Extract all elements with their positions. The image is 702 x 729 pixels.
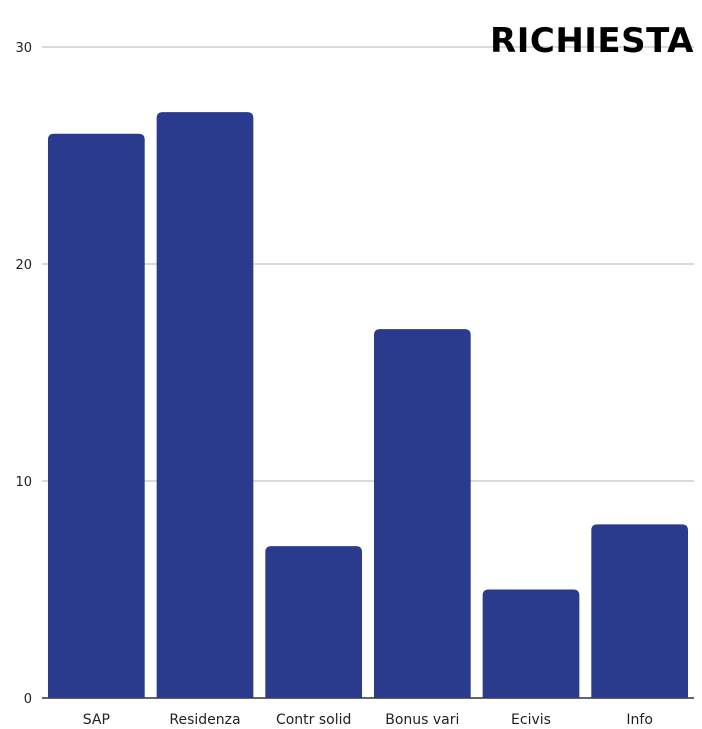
x-tick-label: Residenza xyxy=(169,712,240,728)
x-tick-label: SAP xyxy=(83,712,110,728)
y-tick-label: 30 xyxy=(15,41,32,56)
y-axis-ticks: 0 10 20 30 xyxy=(15,41,32,707)
x-tick-label: Bonus vari xyxy=(385,712,459,728)
chart-title: RICHIESTA xyxy=(490,21,694,61)
bar-bonus-vari xyxy=(373,329,471,698)
grid-lines xyxy=(42,46,694,699)
bar-info xyxy=(591,524,689,698)
x-tick-label: Info xyxy=(626,712,653,728)
bar-residenza xyxy=(156,112,254,699)
bar-sap xyxy=(47,133,145,699)
y-tick-label: 10 xyxy=(15,475,32,490)
x-axis-labels: SAP Residenza Contr solid Bonus vari Ecivis I… xyxy=(83,712,653,728)
x-tick-label: Contr solid xyxy=(276,712,351,728)
bars xyxy=(47,112,689,699)
x-tick-label: Ecivis xyxy=(511,712,551,728)
bar-ecivis xyxy=(482,589,580,698)
y-tick-label: 0 xyxy=(24,692,32,707)
bar-contr-solid xyxy=(265,546,363,698)
y-tick-label: 20 xyxy=(15,258,32,273)
